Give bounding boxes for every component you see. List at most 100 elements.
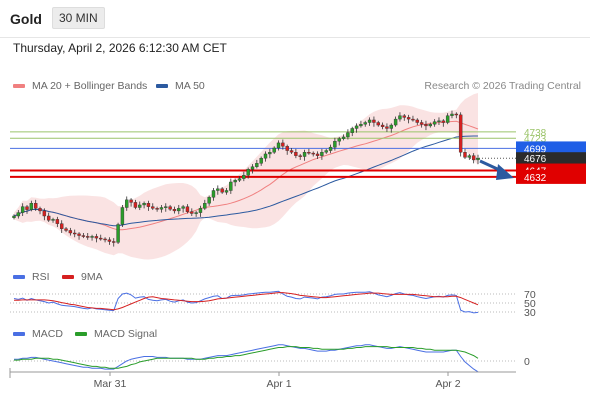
candle-body (146, 203, 151, 207)
candle-body (328, 146, 333, 151)
candle-body (198, 208, 203, 213)
candle-body (437, 120, 441, 123)
candle-body (467, 155, 472, 158)
candle-body (450, 113, 454, 116)
candle-body (25, 206, 29, 210)
candle-body (138, 204, 142, 208)
candle-body (315, 153, 320, 156)
candle-body (333, 140, 337, 148)
chart-header: Gold 30 MIN (0, 0, 590, 38)
candle-body (133, 202, 138, 208)
candle-body (120, 207, 125, 225)
candle-body (411, 118, 415, 121)
candle-body (164, 206, 168, 208)
candle-body (276, 142, 281, 149)
chart-datetime: Thursday, April 2, 2026 6:12:30 AM CET (13, 41, 227, 55)
x-tick-label: Apr 2 (435, 378, 460, 390)
candle-body (112, 241, 116, 243)
legend-ma50: MA 50 (156, 80, 205, 92)
candle-body (250, 166, 255, 170)
candle-body (220, 188, 224, 193)
candle-body (77, 233, 81, 236)
candle-body (107, 239, 112, 242)
legend-macd: MACD (13, 328, 63, 340)
legend-rsi-ma-label: 9MA (81, 271, 103, 283)
legend-rsi-ma: 9MA (62, 271, 103, 283)
candle-body (285, 146, 289, 151)
legend-ma20-label: MA 20 + Bollinger Bands (32, 80, 148, 92)
candle-body (415, 119, 419, 123)
candle-body (185, 206, 190, 212)
candle-body (194, 212, 198, 214)
candle-body (81, 235, 86, 237)
candle-body (60, 223, 64, 229)
pivot-label: 4699 (524, 144, 547, 155)
legend-macd-label: MACD (32, 328, 63, 340)
candle-body (29, 203, 34, 210)
candle-body (64, 228, 68, 231)
candle-body (398, 115, 402, 120)
candle-body (363, 122, 367, 125)
macd-signal-swatch (75, 332, 87, 336)
candle-body (86, 236, 90, 238)
candle-body (46, 215, 51, 221)
candle-body (463, 152, 467, 158)
pivot-badge (516, 141, 586, 156)
candle-body (211, 190, 216, 198)
timeframe-button[interactable]: 30 MIN (52, 7, 105, 29)
candle-body (350, 128, 354, 133)
candle-body (51, 219, 55, 221)
candle-body (246, 169, 250, 176)
last-price-label: 4676 (524, 154, 547, 165)
candle-body (155, 208, 159, 210)
candle-body (203, 203, 207, 209)
candle-body (376, 122, 380, 126)
candle-body (177, 208, 181, 212)
candle-body (428, 123, 432, 127)
candle-body (151, 206, 155, 209)
support-label: 4632 (524, 173, 547, 184)
candle-body (311, 152, 315, 155)
last-price-badge (516, 152, 586, 165)
resistance-label: 4723 (524, 134, 547, 145)
rsi-level-label: 30 (524, 307, 536, 319)
candle-body (263, 153, 268, 159)
candle-body (406, 117, 411, 120)
rsi-swatch (13, 275, 25, 279)
candle-body (476, 157, 480, 161)
candle-body (94, 236, 99, 239)
candle-body (55, 219, 60, 224)
candle-body (224, 190, 229, 193)
research-source: Research © 2026 Trading Central (424, 80, 581, 92)
candle-body (302, 152, 307, 157)
candle-body (242, 174, 246, 179)
candle-body (99, 237, 103, 240)
candle-body (441, 120, 446, 123)
candle-body (90, 236, 94, 238)
candle-body (432, 121, 437, 125)
candle-body (354, 125, 359, 129)
candle-body (346, 132, 350, 138)
x-tick-label: Apr 1 (266, 378, 291, 390)
candle-body (190, 211, 194, 214)
candle-body (324, 150, 328, 153)
macd-swatch (13, 332, 25, 336)
candle-body (320, 152, 324, 156)
rsi-level-label: 50 (524, 298, 536, 310)
candle-body (116, 224, 120, 243)
x-tick-label: Mar 31 (94, 378, 127, 390)
candle-body (159, 207, 164, 210)
candle-body (38, 208, 42, 212)
candle-body (268, 152, 272, 155)
candle-body (20, 206, 25, 213)
candle-body (359, 123, 363, 127)
resistance-label: 4738 (524, 128, 547, 139)
rsi-ma-line (14, 292, 479, 311)
candle-body (389, 124, 393, 129)
rsi-ma-swatch (62, 275, 74, 279)
candle-body (42, 210, 47, 217)
candle-body (68, 230, 73, 234)
candle-body (168, 206, 172, 210)
candle-body (207, 197, 211, 204)
